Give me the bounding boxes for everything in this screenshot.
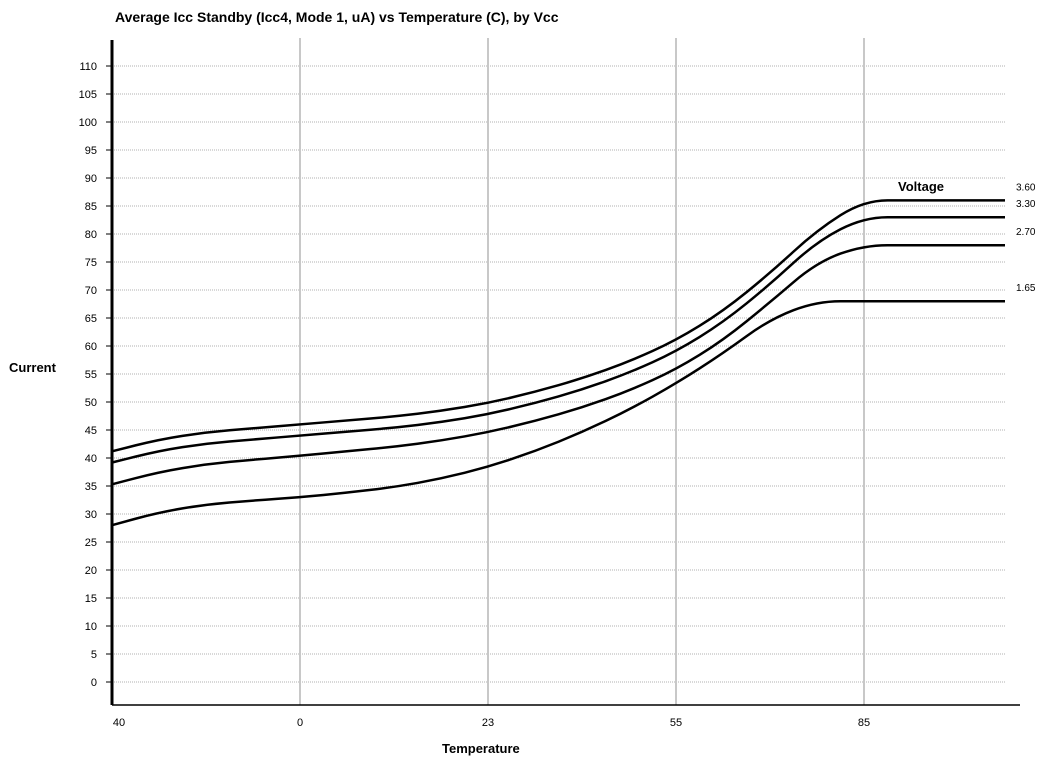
y-tick-label: 95 <box>85 145 97 157</box>
y-tick-label: 0 <box>91 677 97 689</box>
y-tick-label: 10 <box>85 621 97 633</box>
x-tick-label: 40 <box>113 717 125 729</box>
y-tick-label: 85 <box>85 201 97 213</box>
series-label: 2.70 <box>1016 227 1036 238</box>
series-label: 1.65 <box>1016 283 1036 294</box>
series-label: 3.60 <box>1016 182 1036 193</box>
y-tick-label: 105 <box>79 89 97 101</box>
x-tick-label: 85 <box>858 717 870 729</box>
y-tick-label: 80 <box>85 229 97 241</box>
x-axis-label: Temperature <box>442 741 520 756</box>
y-tick-label: 55 <box>85 369 97 381</box>
y-tick-label: 75 <box>85 257 97 269</box>
y-tick-label: 25 <box>85 537 97 549</box>
y-tick-label: 90 <box>85 173 97 185</box>
series-line-3.60 <box>111 199 1005 453</box>
y-tick-label: 35 <box>85 481 97 493</box>
legend-title: Voltage <box>898 179 944 194</box>
y-tick-label: 30 <box>85 509 97 521</box>
y-tick-label: 15 <box>85 593 97 605</box>
y-tick-label: 5 <box>91 649 97 661</box>
x-tick-label: 55 <box>670 717 682 729</box>
y-tick-label: 50 <box>85 397 97 409</box>
y-tick-label: 45 <box>85 425 97 437</box>
series-label: 3.30 <box>1016 199 1036 210</box>
y-tick-label: 70 <box>85 285 97 297</box>
series-line-2.70 <box>111 243 1005 486</box>
y-tick-label: 65 <box>85 313 97 325</box>
y-axis-label: Current <box>9 360 56 375</box>
series-line-1.65 <box>111 299 1005 527</box>
y-tick-label: 100 <box>79 117 97 129</box>
y-tick-label: 60 <box>85 341 97 353</box>
chart-title: Average Icc Standby (Icc4, Mode 1, uA) v… <box>115 9 559 25</box>
x-tick-label: 23 <box>482 717 494 729</box>
y-tick-label: 110 <box>79 61 97 73</box>
y-tick-label: 40 <box>85 453 97 465</box>
x-tick-label: 0 <box>297 717 303 729</box>
y-tick-label: 20 <box>85 565 97 577</box>
series-line-3.30 <box>111 215 1005 464</box>
